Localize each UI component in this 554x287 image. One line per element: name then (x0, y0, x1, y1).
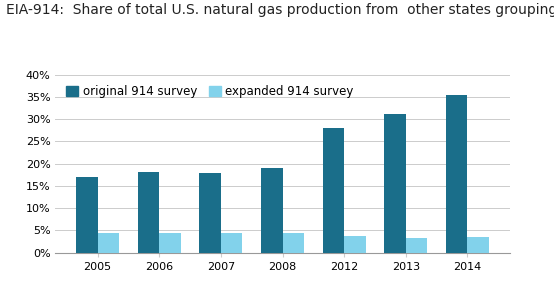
Text: EIA-914:  Share of total U.S. natural gas production from  other states grouping: EIA-914: Share of total U.S. natural gas… (6, 3, 554, 17)
Bar (98, 233, 119, 253)
Bar (221, 233, 243, 253)
Bar (468, 236, 489, 253)
Bar (159, 232, 181, 253)
Bar (406, 238, 427, 253)
Bar (344, 236, 366, 253)
Bar (283, 233, 304, 253)
Bar (322, 128, 344, 253)
Bar (384, 114, 406, 253)
Bar (446, 95, 468, 253)
Bar (138, 172, 159, 253)
Bar (199, 173, 221, 253)
Bar (261, 168, 283, 253)
Legend: original 914 survey, expanded 914 survey: original 914 survey, expanded 914 survey (61, 81, 358, 103)
Bar (76, 177, 98, 253)
